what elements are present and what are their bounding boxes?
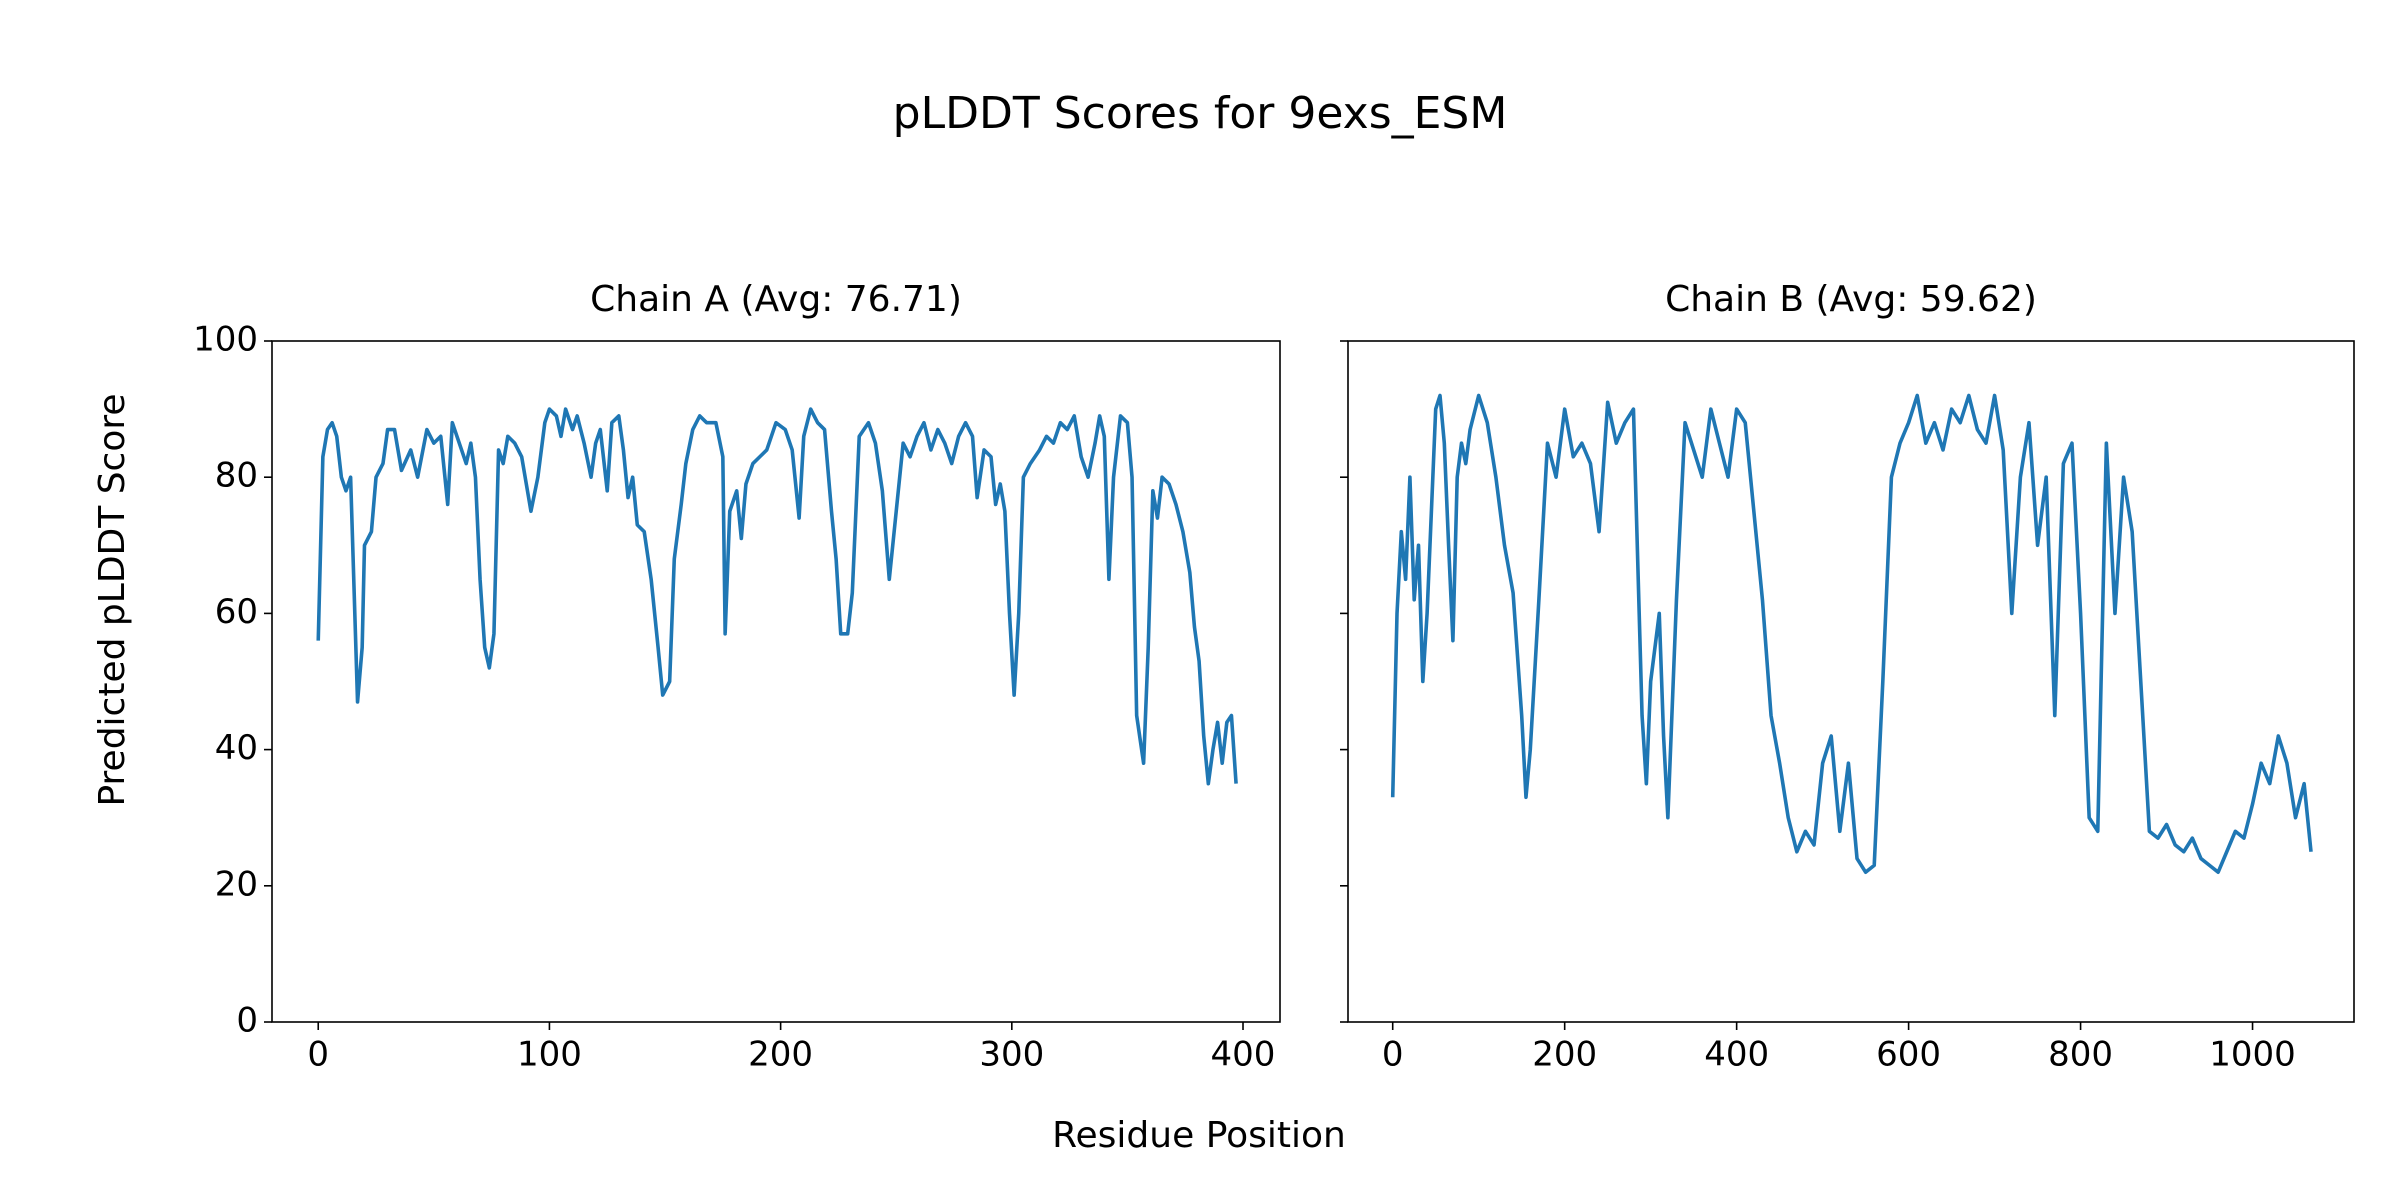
y-tick-label: 40 <box>215 728 258 768</box>
x-tick-label: 1000 <box>2209 1035 2296 1075</box>
x-tick-label: 0 <box>307 1035 329 1075</box>
y-axis-label: Predicted pLDDT Score <box>92 393 133 806</box>
y-tick-label: 0 <box>236 1001 258 1041</box>
data-line <box>316 407 1238 786</box>
x-tick-label: 100 <box>517 1035 582 1075</box>
figure-title: pLDDT Scores for 9exs_ESM <box>893 88 1508 139</box>
y-tick-label: 60 <box>215 592 258 632</box>
subplot-title: Chain A (Avg: 76.71) <box>590 279 962 320</box>
x-axis-label: Residue Position <box>1052 1115 1346 1156</box>
x-tick-label: 300 <box>979 1035 1044 1075</box>
axes-frame <box>271 340 1281 1023</box>
x-tick-label: 200 <box>1532 1035 1597 1075</box>
data-line <box>1390 393 2313 874</box>
x-tick-label: 800 <box>2048 1035 2113 1075</box>
x-tick-label: 400 <box>1211 1035 1276 1075</box>
x-tick-label: 400 <box>1704 1035 1769 1075</box>
y-tick-label: 100 <box>193 320 258 360</box>
y-tick-label: 80 <box>215 456 258 496</box>
axes-frame <box>1347 340 2355 1023</box>
x-tick-label: 600 <box>1876 1035 1941 1075</box>
subplot-title: Chain B (Avg: 59.62) <box>1665 279 2037 320</box>
x-tick-label: 0 <box>1382 1035 1404 1075</box>
x-tick-label: 200 <box>748 1035 813 1075</box>
y-tick-label: 20 <box>215 864 258 904</box>
